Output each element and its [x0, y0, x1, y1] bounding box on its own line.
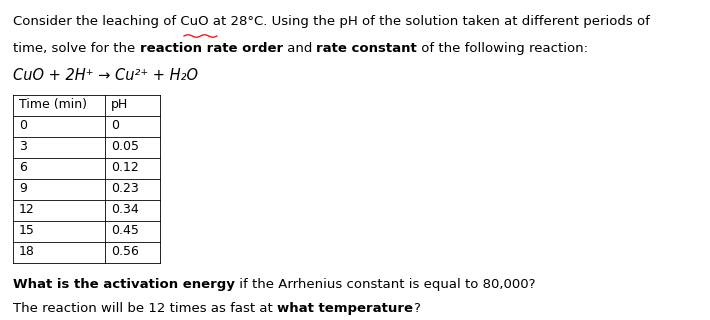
Text: The reaction will be 12 times as fast at: The reaction will be 12 times as fast at — [13, 302, 277, 315]
Text: rate constant: rate constant — [316, 42, 417, 55]
Text: and: and — [283, 42, 316, 55]
Text: reaction rate order: reaction rate order — [139, 42, 283, 55]
Text: Time (min): Time (min) — [19, 98, 87, 111]
Text: of the following reaction:: of the following reaction: — [417, 42, 588, 55]
Text: 0: 0 — [19, 119, 27, 132]
Text: 0.05: 0.05 — [111, 140, 139, 153]
Text: time, solve for the: time, solve for the — [13, 42, 139, 55]
Text: 0.12: 0.12 — [111, 161, 138, 174]
Text: 0.56: 0.56 — [111, 245, 139, 258]
Text: ?: ? — [413, 302, 420, 315]
Text: 0.34: 0.34 — [111, 203, 138, 216]
Text: CuO + 2H⁺ → Cu²⁺ + H₂O: CuO + 2H⁺ → Cu²⁺ + H₂O — [13, 68, 198, 83]
Text: 0.45: 0.45 — [111, 224, 139, 237]
Text: 0.23: 0.23 — [111, 182, 138, 195]
Text: What is the activation energy: What is the activation energy — [13, 278, 235, 291]
Text: 3: 3 — [19, 140, 27, 153]
Text: 0: 0 — [111, 119, 119, 132]
Text: 18: 18 — [19, 245, 35, 258]
Text: 6: 6 — [19, 161, 27, 174]
Text: 15: 15 — [19, 224, 35, 237]
Text: Consider the leaching of CuO at 28°C. Using the pH of the solution taken at diff: Consider the leaching of CuO at 28°C. Us… — [13, 15, 650, 28]
Text: 12: 12 — [19, 203, 35, 216]
Text: 9: 9 — [19, 182, 27, 195]
Text: what temperature: what temperature — [277, 302, 413, 315]
Text: if the Arrhenius constant is equal to 80,000?: if the Arrhenius constant is equal to 80… — [235, 278, 535, 291]
Text: pH: pH — [111, 98, 129, 111]
